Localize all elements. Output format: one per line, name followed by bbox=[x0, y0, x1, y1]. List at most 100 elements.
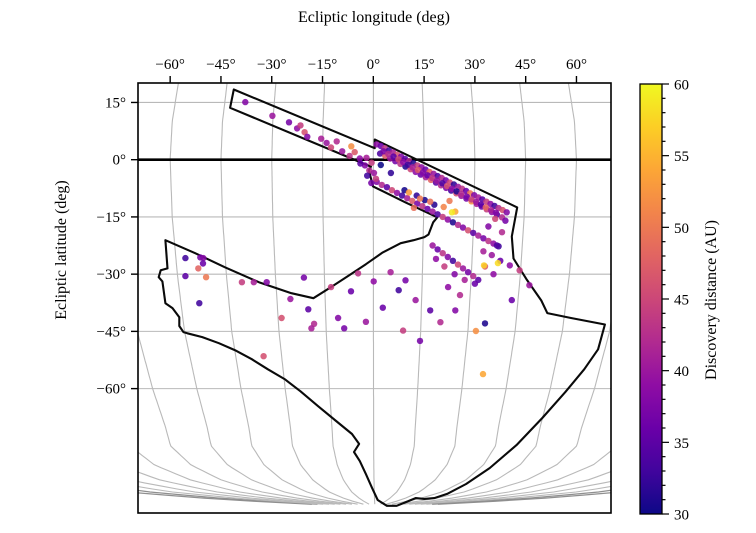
scatter-point bbox=[362, 318, 370, 325]
plot-frame bbox=[137, 82, 612, 514]
y-tick-label: 15° bbox=[105, 95, 126, 111]
scatter-point bbox=[404, 195, 411, 202]
meridian-gridline bbox=[380, 83, 425, 505]
footprint-polygon bbox=[157, 88, 606, 507]
colorbar: 30 35 40 45 50 55 60 bbox=[639, 78, 689, 524]
scatter-point bbox=[526, 282, 533, 289]
y-axis-ticks: 15° 0° −15° −30° −45° −60° bbox=[97, 95, 138, 398]
scatter-point bbox=[441, 263, 448, 270]
scatter-point bbox=[385, 150, 392, 158]
scatter-point bbox=[399, 327, 407, 334]
meridian-gridline bbox=[403, 318, 611, 505]
y-axis-title: Ecliptic latitude (deg) bbox=[53, 180, 70, 320]
scatter-point bbox=[269, 112, 276, 120]
meridian-gridline bbox=[391, 83, 527, 505]
colorbar-tick-label: 45 bbox=[674, 293, 689, 309]
scatter-point bbox=[490, 271, 497, 278]
y-tick-label: −15° bbox=[97, 210, 126, 226]
scatter-point bbox=[398, 192, 406, 199]
scatter-point bbox=[454, 221, 462, 229]
scatter-point bbox=[463, 193, 470, 200]
scatter-point bbox=[405, 189, 413, 196]
scatter-point bbox=[459, 224, 467, 231]
scatter-point bbox=[327, 144, 335, 151]
scatter-point bbox=[287, 295, 294, 303]
x-axis-ticks: −60° −45° −30° −15° 0° 15° 30° 45° 60° bbox=[155, 57, 587, 83]
scatter-point bbox=[372, 175, 380, 182]
scatter-point bbox=[427, 198, 434, 205]
scatter-point bbox=[410, 204, 418, 211]
x-tick-label: −60° bbox=[155, 57, 184, 73]
scatter-point bbox=[363, 154, 370, 161]
scatter-point bbox=[419, 203, 426, 210]
scatter-point bbox=[449, 219, 457, 226]
scatter-point bbox=[456, 291, 464, 299]
scatter-point bbox=[470, 229, 477, 237]
meridian-gridline bbox=[386, 83, 476, 505]
colorbar-tick-label: 60 bbox=[674, 78, 689, 94]
meridian-gridline bbox=[169, 83, 352, 505]
scatter-point bbox=[357, 160, 364, 167]
scatter-point bbox=[503, 209, 510, 216]
meridian-gridline bbox=[372, 83, 376, 505]
colorbar-tick-label: 30 bbox=[674, 508, 689, 524]
scatter-point bbox=[464, 269, 472, 276]
meridian-gridline bbox=[397, 83, 577, 505]
survey-footprint-outline bbox=[157, 88, 606, 507]
scatter-point bbox=[378, 181, 385, 189]
scatter-point bbox=[485, 223, 492, 230]
meridian-gridline bbox=[138, 485, 324, 505]
x-tick-label: −15° bbox=[308, 57, 337, 73]
scatter-point bbox=[471, 280, 479, 287]
scatter-point bbox=[354, 270, 362, 277]
meridian-gridline bbox=[138, 489, 318, 505]
scatter-point bbox=[409, 164, 416, 171]
colorbar-gradient bbox=[640, 84, 662, 514]
scatter-point bbox=[506, 262, 513, 269]
scatter-point bbox=[323, 139, 330, 147]
scatter-point bbox=[379, 304, 386, 311]
scatter-point bbox=[444, 216, 451, 223]
scatter-point bbox=[516, 267, 523, 274]
scatter-point bbox=[308, 325, 315, 332]
scatter-point bbox=[333, 138, 340, 145]
scatter-point bbox=[444, 283, 452, 291]
scatter-point bbox=[480, 248, 487, 255]
scatter-point bbox=[459, 265, 467, 272]
x-tick-label: −30° bbox=[257, 57, 286, 73]
scatter-point bbox=[196, 300, 203, 307]
scatter-point bbox=[433, 177, 441, 184]
scatter-point bbox=[492, 215, 499, 222]
scatter-point bbox=[370, 169, 378, 177]
y-tick-label: 0° bbox=[113, 153, 127, 169]
scatter-point bbox=[487, 206, 495, 214]
scatter-point bbox=[440, 203, 447, 211]
x-axis-title: Ecliptic longitude (deg) bbox=[298, 9, 450, 26]
colorbar-tick-label: 55 bbox=[674, 149, 689, 165]
scatter-point bbox=[327, 283, 335, 291]
scatter-point bbox=[347, 288, 355, 295]
scatter-point bbox=[334, 314, 342, 322]
scatter-point bbox=[448, 209, 456, 216]
meridian-gridline bbox=[220, 83, 358, 505]
scatter-point bbox=[464, 227, 472, 234]
scatter-point bbox=[498, 229, 506, 236]
scatter-point bbox=[414, 166, 422, 174]
scatter-point bbox=[494, 259, 502, 267]
scatter-point bbox=[356, 155, 363, 162]
scatter-point bbox=[472, 327, 480, 335]
scatter-point bbox=[468, 196, 475, 203]
scatter-point bbox=[434, 211, 441, 218]
scatter-point bbox=[502, 217, 509, 224]
scatter-point bbox=[453, 188, 460, 195]
x-tick-label: 0° bbox=[367, 57, 381, 73]
scatter-point bbox=[395, 156, 402, 163]
scatter-point bbox=[364, 172, 371, 179]
scatter-point bbox=[480, 235, 487, 242]
scatter-point bbox=[305, 306, 312, 313]
scatter-point bbox=[481, 320, 489, 327]
scatter-point bbox=[395, 287, 402, 294]
scatter-point bbox=[437, 319, 444, 326]
